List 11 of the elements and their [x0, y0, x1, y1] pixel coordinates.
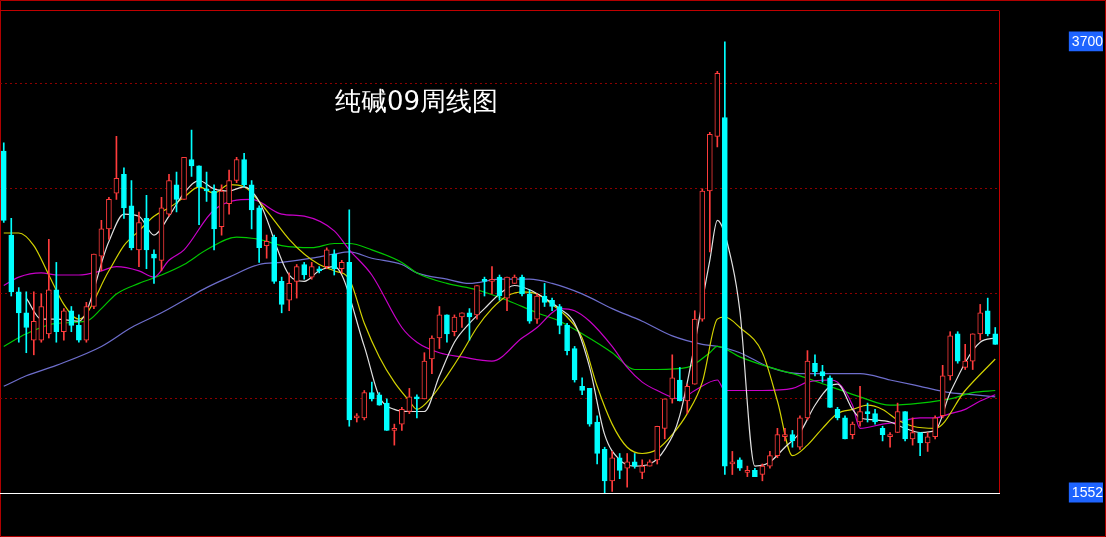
candlestick [489, 266, 495, 295]
candlestick [857, 385, 863, 427]
text: 纯碱09周线图 [335, 85, 499, 118]
candlestick [151, 249, 157, 284]
candlestick [624, 453, 631, 488]
candlestick [887, 432, 893, 448]
candlestick [23, 291, 30, 354]
candlestick [782, 427, 788, 442]
y-tick-label: 3700 [1071, 32, 1104, 49]
y-tick-label: 1552 [1071, 483, 1104, 500]
candlestick [414, 394, 420, 419]
